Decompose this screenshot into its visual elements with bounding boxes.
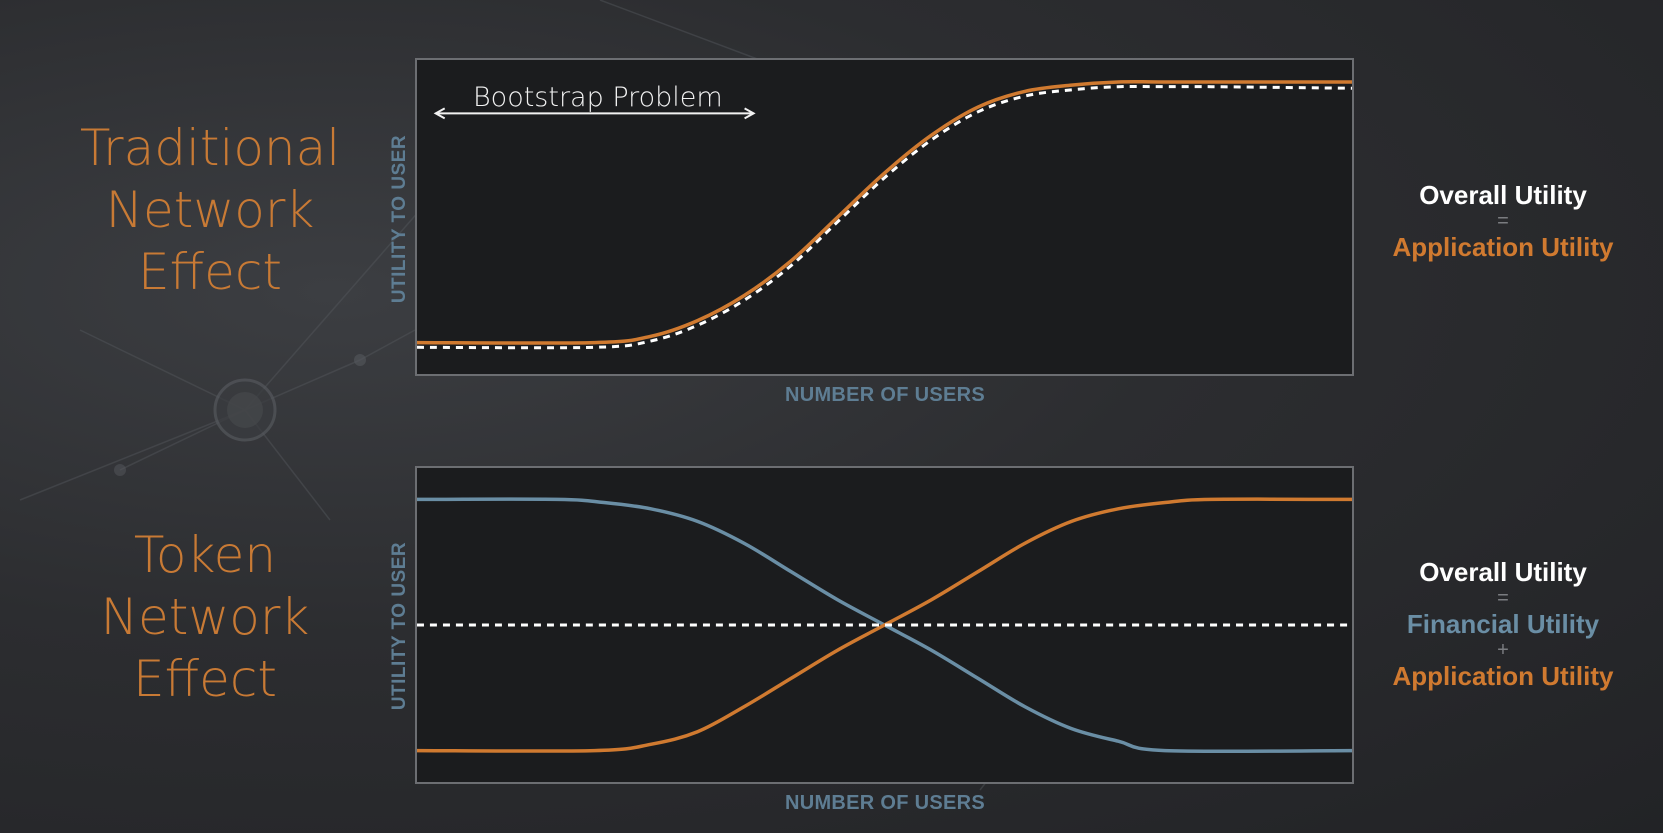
title-line: Network [105, 181, 315, 239]
application-utility-label: Application Utility [1392, 232, 1614, 262]
financial-utility-label: Financial Utility [1406, 609, 1600, 639]
equals-sign: = [1497, 210, 1509, 232]
chart2-plot-area [415, 466, 1354, 784]
bootstrap-arrow [433, 107, 756, 120]
chart1-svg [417, 80, 1352, 350]
chart2-xlabel: NUMBER OF USERS [784, 792, 986, 814]
chart2-ylabel: UTILITY TO USER [389, 541, 410, 711]
bootstrap-problem-label: Bootstrap Problem [473, 82, 723, 113]
equals-sign: = [1497, 587, 1509, 609]
title-line: Token [133, 526, 277, 584]
equation-traditional: Overall Utility = Application Utility [1353, 182, 1653, 260]
chart1-xlabel: NUMBER OF USERS [784, 384, 986, 406]
overall-utility-label: Overall Utility [1419, 180, 1587, 210]
title-line: Effect [133, 650, 277, 708]
arrow-head [433, 107, 446, 120]
chart2-series-2-line [417, 497, 1352, 753]
equation-token: Overall Utility = Financial Utility + Ap… [1353, 559, 1653, 689]
title-line: Network [100, 588, 310, 646]
plus-sign: + [1497, 639, 1509, 661]
overall-utility-label: Overall Utility [1419, 557, 1587, 587]
chart1-series-2-line [417, 84, 1352, 350]
title-line: Traditional [79, 119, 341, 177]
chart1-series-1-line [417, 80, 1352, 345]
chart1-plot-area [415, 58, 1354, 376]
chart2-svg [417, 497, 1352, 754]
title-line: Effect [138, 243, 282, 301]
title-token-network-effect: Token Network Effect [65, 524, 345, 710]
arrow-head [744, 107, 756, 120]
chart2-series-1-line [417, 497, 1352, 754]
title-traditional-network-effect: Traditional Network Effect [70, 117, 350, 303]
chart1-ylabel: UTILITY TO USER [389, 134, 410, 304]
application-utility-label: Application Utility [1392, 661, 1614, 691]
